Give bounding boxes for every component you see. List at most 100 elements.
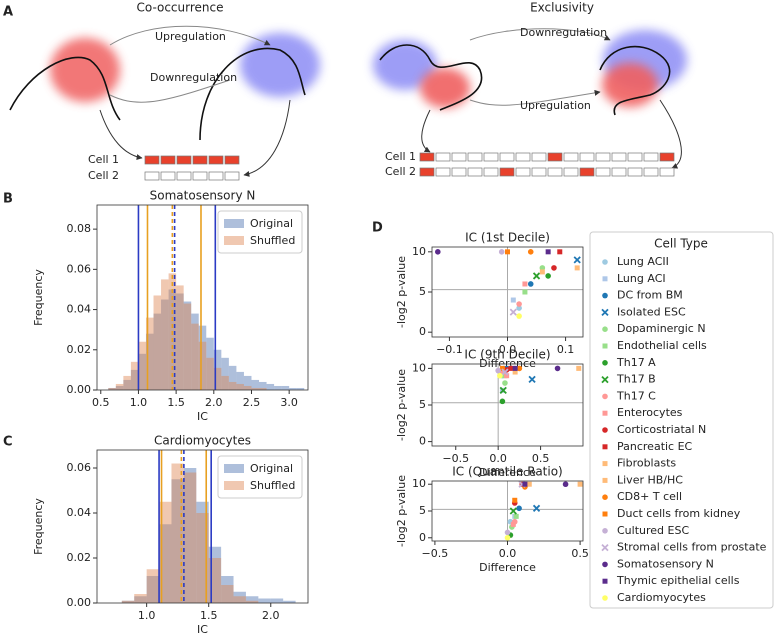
strip-box (643, 152, 659, 162)
legend-label: Th17 A (616, 356, 656, 369)
x-tick-label: 1.5 (167, 396, 185, 409)
y-axis-label: Frequency (32, 269, 45, 326)
diagram-label: Downregulation (520, 26, 607, 39)
point (602, 360, 608, 366)
strip-box (144, 155, 160, 165)
x-axis-label: Difference (479, 561, 536, 574)
y-tick-label: 10 (412, 477, 426, 490)
histogram-bar (198, 341, 207, 390)
y-tick-label: 5 (419, 285, 426, 298)
legend-label: Duct cells from kidney (617, 507, 741, 520)
strip-box (499, 167, 515, 177)
histogram-bar (228, 381, 237, 390)
panel-label: A (3, 5, 13, 20)
point (504, 534, 511, 541)
legend-label: Liver HB/HC (617, 473, 683, 486)
histogram-bar (233, 596, 246, 603)
histogram-bar (233, 591, 246, 603)
point (504, 373, 510, 379)
point (499, 386, 507, 394)
legend-label: Shuffled (250, 234, 295, 247)
point (602, 326, 608, 333)
strip-box (483, 167, 499, 177)
strip-box (176, 155, 192, 165)
legend-label: Fibroblasts (617, 457, 676, 470)
point (508, 365, 514, 371)
point (512, 369, 518, 375)
point (602, 292, 608, 299)
panel-label: D (372, 221, 383, 236)
y-tick-label: 0.04 (67, 303, 92, 316)
point (602, 595, 608, 601)
strip-box (419, 152, 435, 162)
chart-title: IC (Quantile Ratio) (452, 465, 562, 479)
point (602, 427, 608, 433)
histogram-bar (145, 317, 154, 390)
point (602, 494, 608, 501)
legend-box (217, 210, 303, 254)
y-tick-label: 5 (419, 504, 426, 517)
histogram-bar (108, 387, 116, 390)
strip-box (547, 152, 563, 162)
x-tick-label: 0.0 (489, 452, 507, 465)
y-tick-label: 5 (419, 398, 426, 411)
x-tick-label: 0.0 (499, 343, 517, 356)
strip-box (224, 171, 240, 181)
point (532, 504, 541, 512)
histogram-bar (274, 385, 282, 390)
strip-box (611, 167, 627, 177)
diagram-label: Downregulation (150, 71, 237, 84)
point (501, 368, 509, 376)
histogram-bar (191, 313, 199, 390)
plot-frame (431, 246, 584, 338)
histogram-bar (121, 600, 135, 603)
legend-label: CD8+ T cell (617, 490, 682, 503)
histogram-bar (221, 585, 234, 603)
point (497, 372, 503, 379)
strip-box (160, 171, 176, 181)
strip-box (160, 155, 176, 165)
legend-label: Cultured ESC (617, 524, 689, 537)
histogram-bar (228, 365, 237, 390)
legend-label: Endothelial cells (617, 339, 707, 352)
point (602, 511, 608, 517)
arrow (109, 79, 231, 103)
point (573, 256, 581, 264)
strip-box (627, 167, 643, 177)
strip-box (144, 171, 160, 181)
strip-box (192, 171, 208, 181)
histogram-bar (130, 369, 139, 390)
histogram-bar (115, 383, 124, 390)
x-tick-label: 2.5 (243, 396, 261, 409)
histogram-bar (146, 569, 160, 603)
strip-box (595, 152, 611, 162)
cell-strips (144, 152, 675, 181)
strip-box (659, 167, 675, 177)
histogram-bar (281, 385, 290, 390)
histogram-bar (251, 387, 260, 390)
strip-box (547, 167, 563, 177)
point (576, 365, 582, 371)
blob (240, 33, 320, 97)
histogram-bar (115, 385, 124, 390)
y-tick-label: 10 (412, 361, 426, 374)
point (512, 365, 518, 371)
histogram-bar (145, 333, 154, 390)
y-tick-label: 0 (419, 325, 426, 338)
row-label: Cell 1 (385, 150, 416, 163)
blob (50, 38, 120, 102)
histogram-bar (130, 361, 139, 390)
y-tick-label: 0.04 (67, 506, 92, 519)
histogram-bar (183, 303, 192, 390)
plot-frame (96, 204, 309, 391)
histogram-bar (198, 325, 207, 390)
x-tick-label: 2.0 (205, 396, 223, 409)
point (602, 477, 608, 483)
x-tick-label: −0.5 (442, 452, 469, 465)
diagram-label: Upregulation (520, 99, 591, 112)
arrow (243, 99, 291, 177)
point (602, 259, 608, 265)
histogram-bar (245, 600, 259, 603)
strip-box (435, 167, 451, 177)
